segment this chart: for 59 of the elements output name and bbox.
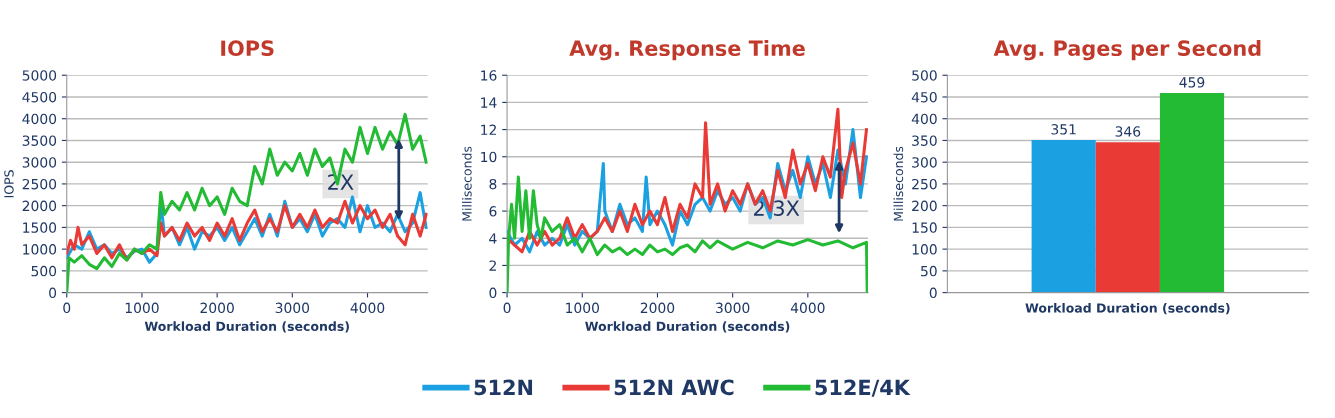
bar <box>1095 142 1160 293</box>
y-tick-label: 4 <box>489 233 497 244</box>
x-tick-label: 0 <box>503 302 511 314</box>
bar <box>1031 140 1096 293</box>
x-tick-label: 3000 <box>275 302 310 314</box>
x-tick-label: 3000 <box>716 302 750 314</box>
y-tick-label: 1000 <box>23 244 57 255</box>
y-tick-label: 8 <box>489 178 497 190</box>
y-tick-label: 6 <box>489 206 497 217</box>
y-tick-label: 4000 <box>22 113 57 125</box>
y-tick-label: 500 <box>912 70 937 81</box>
x-tick-label: 1000 <box>125 302 159 314</box>
chart-title: Avg. Response Time <box>569 39 805 61</box>
y-tick-label: 2500 <box>22 178 57 190</box>
y-tick-label: 14 <box>481 97 497 108</box>
y-tick-label: 4500 <box>22 91 57 103</box>
y-tick-label: 0 <box>929 287 937 299</box>
x-tick-label: 4000 <box>350 302 385 314</box>
y-tick-label: 1500 <box>23 222 57 233</box>
x-tick-label: 2000 <box>200 302 234 314</box>
y-tick-label: 250 <box>912 178 937 190</box>
y-tick-label: 300 <box>912 157 937 168</box>
y-tick-label: 0 <box>489 287 497 299</box>
y-tick-label: 500 <box>31 265 57 277</box>
data-label: 459 <box>1179 77 1205 88</box>
y-tick-label: 400 <box>911 113 937 125</box>
y-tick-label: 50 <box>921 265 937 277</box>
y-tick-label: 2000 <box>22 200 57 212</box>
y-tick-label: 350 <box>912 135 937 146</box>
y-tick-label: 200 <box>912 200 937 212</box>
y-tick-label: 10 <box>481 151 497 163</box>
chart-title: IOPS <box>221 40 274 57</box>
chart-title: Avg. Pages per Second <box>993 39 1261 61</box>
legend-label: 512E/4K <box>815 379 911 397</box>
x-tick-label: 0 <box>63 302 71 314</box>
y-tick-label: 3500 <box>22 135 57 146</box>
x-tick-label: 4000 <box>790 302 825 314</box>
y-tick-label: 16 <box>481 70 497 81</box>
y-tick-label: 3000 <box>22 157 57 168</box>
legend-label: 512N AWC <box>614 379 734 396</box>
x-axis-title: Workload Duration (seconds) <box>585 321 790 333</box>
legend-label: 512N <box>474 379 533 396</box>
y-tick-label: 450 <box>911 91 937 103</box>
x-tick-label: 2000 <box>640 302 675 314</box>
x-axis-title: Workload Duration (seconds) <box>144 321 349 333</box>
y-axis-title: Milliseconds <box>893 146 904 221</box>
y-tick-label: 2 <box>489 260 496 271</box>
y-tick-label: 0 <box>49 287 57 299</box>
data-label: 346 <box>1115 126 1141 137</box>
y-tick-label: 12 <box>481 124 496 135</box>
y-tick-label: 150 <box>912 222 937 233</box>
x-axis-title: Workload Duration (seconds) <box>1025 303 1230 315</box>
x-tick-label: 1000 <box>566 302 600 314</box>
y-axis-title: Milliseconds <box>462 146 472 221</box>
y-tick-label: 5000 <box>22 70 57 81</box>
bar <box>1159 93 1225 293</box>
y-axis-title: IOPS <box>4 170 14 198</box>
y-tick-label: 100 <box>912 244 937 255</box>
data-label: 351 <box>1051 124 1076 135</box>
